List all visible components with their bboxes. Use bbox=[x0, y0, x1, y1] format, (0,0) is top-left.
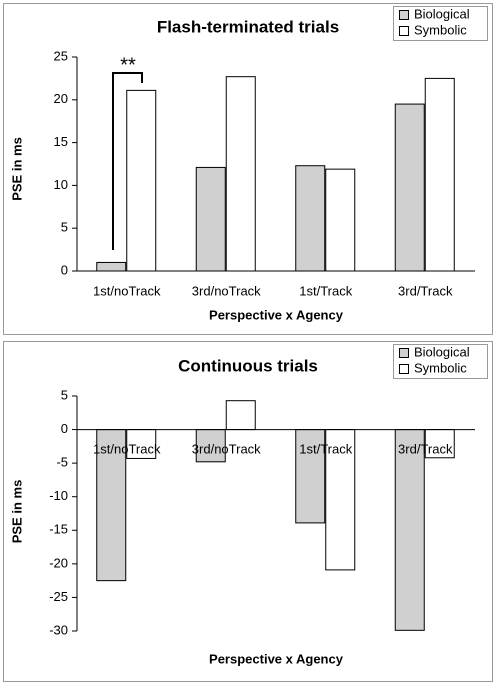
legend-label: Biological bbox=[414, 6, 470, 21]
x-axis-title: Perspective x Agency bbox=[209, 307, 344, 322]
x-tick-label: 1st/noTrack bbox=[93, 441, 161, 456]
legend-swatch bbox=[399, 364, 409, 374]
bar bbox=[195, 429, 226, 463]
legend-label: Biological bbox=[414, 344, 470, 359]
bar bbox=[126, 89, 157, 272]
y-axis-title: PSE in ms bbox=[9, 137, 24, 201]
y-tick-label: 10 bbox=[54, 177, 68, 192]
x-axis-title: Perspective x Agency bbox=[209, 651, 344, 666]
y-tick-label: -20 bbox=[49, 555, 68, 570]
y-tick-label: 15 bbox=[54, 134, 68, 149]
y-tick-label: 0 bbox=[61, 262, 68, 277]
y-tick-label: 0 bbox=[61, 421, 68, 436]
bar bbox=[225, 76, 256, 272]
y-tick-label: -10 bbox=[49, 488, 68, 503]
chart-title: Flash-terminated trials bbox=[157, 17, 339, 36]
bar bbox=[225, 400, 256, 431]
legend-box bbox=[393, 6, 488, 41]
y-tick-label: -25 bbox=[49, 589, 68, 604]
x-tick-label: 3rd/noTrack bbox=[192, 283, 261, 298]
bar bbox=[424, 77, 455, 272]
annotation: ** bbox=[120, 54, 136, 76]
y-tick-label: 20 bbox=[54, 91, 68, 106]
y-tick-label: 25 bbox=[54, 48, 68, 63]
x-tick-label: 3rd/Track bbox=[398, 441, 453, 456]
bar bbox=[394, 103, 425, 272]
bar bbox=[325, 429, 356, 571]
bar bbox=[195, 166, 226, 272]
bar bbox=[96, 261, 127, 272]
x-tick-label: 1st/Track bbox=[299, 441, 352, 456]
x-tick-label: 3rd/noTrack bbox=[192, 441, 261, 456]
bar bbox=[96, 429, 127, 582]
legend-swatch bbox=[399, 26, 409, 36]
y-tick-label: 5 bbox=[61, 387, 68, 402]
x-tick-label: 1st/Track bbox=[299, 283, 352, 298]
y-axis-title: PSE in ms bbox=[9, 480, 24, 544]
legend-box bbox=[393, 344, 488, 379]
x-tick-label: 3rd/Track bbox=[398, 283, 453, 298]
x-tick-label: 1st/noTrack bbox=[93, 283, 161, 298]
legend-label: Symbolic bbox=[414, 360, 467, 375]
bar bbox=[325, 168, 356, 272]
y-tick-label: -30 bbox=[49, 622, 68, 637]
legend-swatch bbox=[399, 10, 409, 20]
y-tick-label: -15 bbox=[49, 522, 68, 537]
bar bbox=[126, 429, 157, 459]
significance-bracket bbox=[112, 72, 143, 250]
legend-swatch bbox=[399, 348, 409, 358]
chart-title: Continuous trials bbox=[178, 356, 318, 375]
y-tick-label: 5 bbox=[61, 220, 68, 235]
bar bbox=[394, 429, 425, 631]
bracket-line bbox=[112, 72, 143, 250]
bar bbox=[295, 165, 326, 272]
legend-label: Symbolic bbox=[414, 22, 467, 37]
y-tick-label: -5 bbox=[56, 455, 68, 470]
